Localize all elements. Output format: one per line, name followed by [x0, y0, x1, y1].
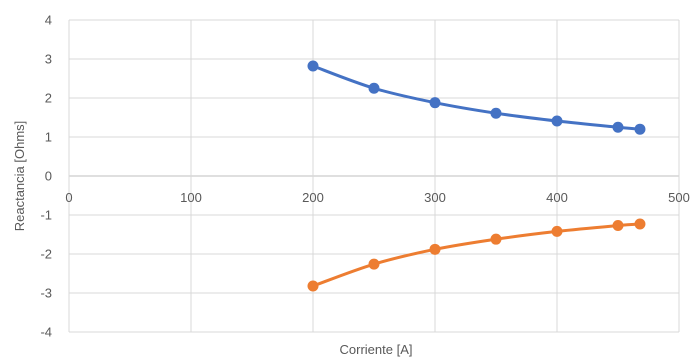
data-point-positive	[551, 115, 563, 127]
grid	[68, 19, 680, 333]
data-point-positive	[368, 82, 380, 94]
data-point-negative	[612, 220, 624, 232]
x-tick-label: 100	[180, 190, 202, 205]
data-point-positive	[612, 121, 624, 133]
data-point-negative	[634, 218, 646, 230]
x-tick-label: 200	[302, 190, 324, 205]
data-point-negative	[307, 280, 319, 292]
x-tick-label: 400	[546, 190, 568, 205]
y-tick-label: 1	[45, 130, 52, 145]
y-tick-label: 2	[45, 91, 52, 106]
y-tick-label: 4	[45, 13, 52, 28]
data-point-positive	[490, 107, 502, 119]
y-tick-label: -4	[40, 325, 52, 340]
series-area	[307, 60, 646, 292]
y-axis-title: Reactancia [Ohms]	[12, 121, 27, 232]
y-tick-label: -1	[40, 208, 52, 223]
series-line-negative	[311, 222, 642, 288]
x-axis-title: Corriente [A]	[340, 342, 413, 357]
y-tick-label: -3	[40, 286, 52, 301]
data-point-negative	[429, 243, 441, 255]
y-tick-label: -2	[40, 247, 52, 262]
x-tick-label: 500	[668, 190, 690, 205]
data-point-positive	[307, 60, 319, 72]
data-point-negative	[551, 225, 563, 237]
y-tick-label: 3	[45, 52, 52, 67]
data-point-positive	[634, 123, 646, 135]
data-point-negative	[368, 258, 380, 270]
x-tick-label: 300	[424, 190, 446, 205]
y-tick-label: 0	[45, 169, 52, 184]
data-point-positive	[429, 97, 441, 109]
data-point-negative	[490, 233, 502, 245]
tick-labels: -4 -3 -2 -1 0 1 2 3 4 0 100 200 300 400 500	[40, 13, 689, 340]
x-tick-label: 0	[65, 190, 72, 205]
